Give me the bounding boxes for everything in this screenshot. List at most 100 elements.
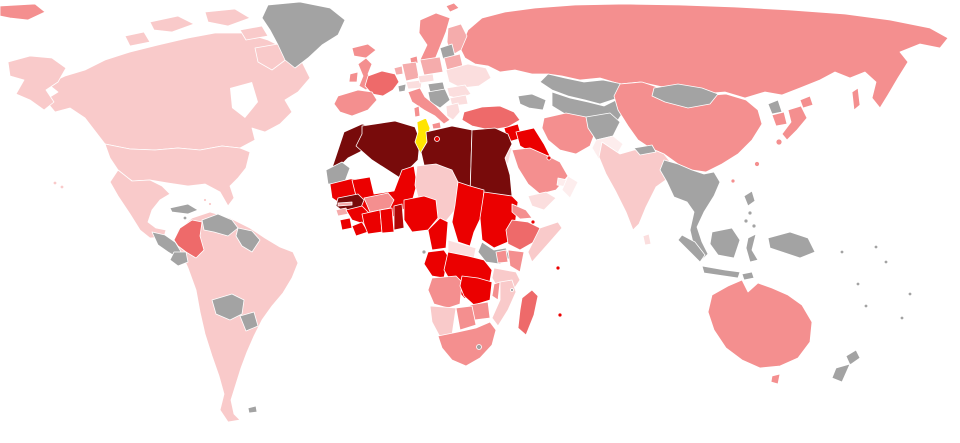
region-philippines-south-2 — [743, 218, 749, 224]
region-greenland — [261, 1, 346, 69]
region-kuwait — [546, 155, 552, 161]
region-germany — [401, 61, 420, 82]
region-russia — [459, 3, 949, 109]
region-madagascar — [517, 289, 539, 336]
region-russia-chukotka-wrap — [0, 3, 46, 21]
region-se-asia — [659, 159, 721, 261]
region-mongolia — [651, 83, 719, 109]
region-seychelles — [555, 265, 561, 271]
region-indonesia-sumatra — [677, 234, 706, 263]
region-ireland — [348, 71, 359, 83]
region-falkland-islands — [247, 405, 258, 414]
region-yemen — [527, 191, 557, 211]
region-austria — [405, 79, 423, 90]
region-canada-baffin — [254, 43, 289, 71]
region-ukraine — [445, 63, 492, 89]
region-pacific-island-6 — [863, 303, 869, 309]
region-russia-sakhalin — [851, 87, 861, 111]
region-philippines — [743, 190, 756, 207]
region-saudi-arabia — [511, 147, 569, 195]
region-canada-arctic-2 — [204, 8, 251, 27]
region-svalbard — [445, 2, 460, 13]
region-chad — [451, 181, 485, 247]
region-philippines-south-1 — [747, 210, 753, 216]
region-ethiopia — [505, 219, 541, 251]
region-italy — [407, 87, 451, 125]
region-gabon-congo — [423, 249, 449, 279]
region-japan-kyushu — [775, 138, 783, 146]
region-zambia — [459, 275, 493, 306]
region-hainan — [730, 178, 736, 184]
region-egypt — [469, 127, 513, 197]
region-paraguay — [239, 311, 259, 332]
region-pacific-island-4 — [907, 291, 913, 297]
region-australia — [707, 279, 813, 369]
region-oman — [561, 175, 579, 199]
region-gambia — [337, 201, 353, 207]
region-canada-arctic-3 — [239, 25, 269, 41]
region-botswana — [455, 305, 477, 331]
region-greece — [445, 102, 461, 121]
region-canada-arctic-4 — [124, 31, 151, 47]
region-new-zealand-south — [831, 363, 851, 383]
region-western-sahara — [325, 161, 351, 185]
region-new-guinea — [767, 231, 816, 259]
region-iceland — [351, 43, 377, 59]
region-mexico — [109, 169, 171, 239]
region-indonesia-borneo — [709, 227, 741, 259]
region-spain-portugal — [333, 89, 378, 117]
region-sicily — [431, 121, 442, 130]
region-canada-arctic-1 — [149, 15, 195, 33]
region-bahamas-1 — [203, 198, 207, 202]
region-bolivia — [211, 293, 245, 321]
region-ivory-coast — [361, 209, 383, 235]
region-guyanas — [235, 227, 261, 253]
region-switzerland — [397, 83, 407, 93]
region-nepal — [633, 144, 657, 156]
region-togo-benin — [393, 203, 405, 231]
region-japan-honshu — [781, 105, 808, 141]
region-eq-guinea — [421, 249, 427, 255]
region-indonesia-java — [701, 265, 741, 279]
region-ecuador — [169, 251, 189, 267]
hudson-bay — [230, 82, 258, 118]
region-sri-lanka — [642, 233, 652, 246]
region-pacific-island-7 — [883, 259, 889, 265]
region-south-korea — [771, 111, 788, 127]
region-pacific-island-5 — [899, 315, 905, 321]
region-cuba — [169, 203, 199, 215]
region-bulgaria — [449, 94, 469, 107]
region-philippines-south-3 — [751, 223, 757, 229]
region-caucasus — [517, 93, 547, 111]
region-uganda — [495, 249, 509, 264]
region-djibouti — [530, 219, 536, 225]
region-japan-hokkaido — [799, 95, 814, 109]
region-venezuela — [201, 213, 239, 237]
region-comoros — [510, 288, 514, 292]
region-kenya — [507, 249, 525, 273]
region-nigeria — [403, 195, 439, 233]
region-india — [598, 141, 673, 231]
region-usa-hawaii-2 — [59, 184, 65, 190]
region-usa-hawaii-1 — [52, 180, 58, 186]
region-sardinia — [413, 105, 421, 118]
region-pacific-island-3 — [855, 281, 861, 287]
region-czech-slovakia — [417, 73, 435, 84]
region-burkina-faso — [363, 192, 395, 213]
region-eritrea — [511, 203, 533, 220]
region-new-zealand-north — [845, 349, 861, 366]
region-jamaica — [182, 215, 188, 221]
region-namibia — [429, 305, 457, 338]
region-malta — [434, 136, 440, 142]
region-somalia — [527, 221, 563, 263]
region-mozambique — [491, 279, 517, 327]
region-colombia — [173, 219, 205, 259]
region-lesotho — [476, 344, 482, 350]
region-bahamas-2 — [208, 202, 212, 206]
region-tasmania — [770, 373, 781, 385]
region-ghana — [379, 207, 395, 234]
region-indonesia-timor — [741, 271, 755, 281]
region-pacific-island-2 — [873, 244, 879, 250]
